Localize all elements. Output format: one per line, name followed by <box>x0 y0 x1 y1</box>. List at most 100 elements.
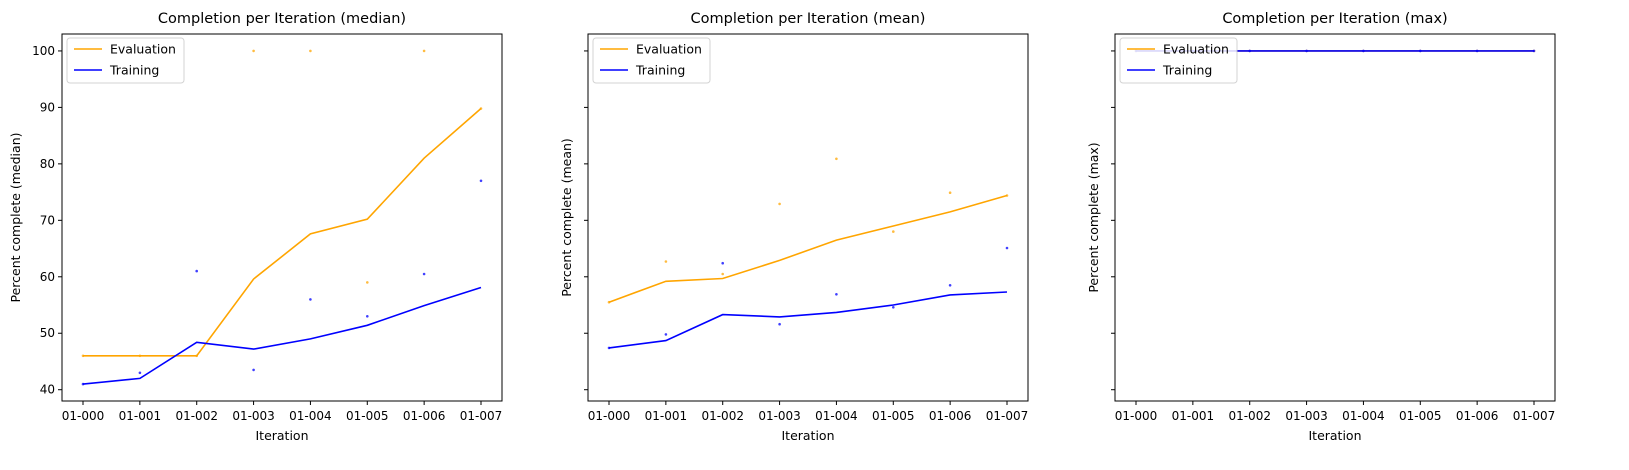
x-tick-label: 01-004 <box>289 409 332 423</box>
series-line <box>608 194 1008 303</box>
x-tick-label: 01-002 <box>701 409 744 423</box>
x-axis-label: Iteration <box>255 428 308 443</box>
x-tick-label: 01-003 <box>758 409 801 423</box>
data-point <box>835 157 838 161</box>
data-point <box>1419 49 1422 53</box>
y-tick-label: 70 <box>40 213 55 227</box>
data-point <box>479 107 483 110</box>
x-axis-label: Iteration <box>781 428 834 443</box>
data-point <box>422 272 426 276</box>
data-point <box>948 284 952 287</box>
series-evaluation <box>81 49 483 358</box>
data-point <box>138 354 142 358</box>
series-line <box>82 286 482 385</box>
chart-title: Completion per Iteration (mean) <box>691 11 926 27</box>
data-point <box>892 230 895 233</box>
y-tick-label: 60 <box>40 270 55 284</box>
y-tick-label: 50 <box>40 326 55 340</box>
data-point <box>81 354 85 358</box>
plot-area <box>1114 33 1556 402</box>
data-point <box>366 281 369 284</box>
x-tick-label: 01-005 <box>872 409 915 423</box>
data-point <box>252 49 255 53</box>
data-point <box>309 298 312 301</box>
legend-label-evaluation: Evaluation <box>1163 42 1229 57</box>
plot-area <box>587 33 1029 402</box>
data-point <box>1005 194 1009 197</box>
x-tick-label: 01-000 <box>588 409 631 423</box>
data-point <box>835 293 838 296</box>
x-tick-label: 01-003 <box>1285 409 1328 423</box>
x-tick-label: 01-000 <box>1115 409 1158 423</box>
y-axis-label: Percent complete (mean) <box>559 138 574 297</box>
x-tick-label: 01-001 <box>119 409 162 423</box>
data-point <box>664 333 668 336</box>
data-point <box>607 300 611 304</box>
legend: Evaluation Training <box>592 37 711 84</box>
data-point <box>195 269 198 273</box>
data-point <box>138 371 142 375</box>
x-axis-label: Iteration <box>1308 428 1361 443</box>
data-point <box>1305 49 1308 53</box>
chart-panel-1: Completion per Iteration (median) 40 50 60 7… <box>8 11 503 443</box>
series-line <box>608 291 1008 349</box>
data-point <box>195 354 198 358</box>
x-tick-label: 01-005 <box>1399 409 1442 423</box>
legend: Evaluation Training <box>66 37 185 84</box>
data-point <box>892 306 895 309</box>
legend-label-training: Training <box>109 63 159 78</box>
series-training <box>81 179 483 386</box>
data-point <box>607 346 611 350</box>
data-point <box>1475 49 1479 53</box>
legend: Evaluation Training <box>1119 37 1238 84</box>
x-tick-label: 01-006 <box>929 409 972 423</box>
data-point <box>422 49 426 53</box>
x-tick-label: 01-002 <box>1228 409 1271 423</box>
x-tick-label: 01-001 <box>645 409 688 423</box>
x-tick-label: 01-007 <box>986 409 1029 423</box>
data-point <box>1362 49 1365 53</box>
data-point <box>778 202 781 206</box>
x-tick-label: 01-006 <box>403 409 446 423</box>
series-training <box>607 246 1009 350</box>
y-axis-label: Percent complete (max) <box>1086 142 1101 292</box>
x-tick-label: 01-002 <box>175 409 218 423</box>
data-point <box>778 322 781 326</box>
data-point <box>948 191 952 194</box>
plot-area <box>61 33 503 402</box>
series-evaluation <box>607 157 1009 304</box>
x-tick-label: 01-005 <box>346 409 389 423</box>
y-axis-label: Percent complete (median) <box>8 133 23 303</box>
data-point <box>479 179 483 183</box>
y-tick-label: 100 <box>32 44 55 58</box>
chart-title: Completion per Iteration (median) <box>158 11 406 27</box>
x-tick-label: 01-007 <box>1513 409 1556 423</box>
series-line <box>83 107 482 357</box>
legend-label-training: Training <box>1162 63 1212 78</box>
data-point <box>721 261 724 265</box>
legend-label-evaluation: Evaluation <box>110 42 176 57</box>
chart-panel-3: Completion per Iteration (max) 01-000 01-0… <box>1086 11 1556 443</box>
data-point <box>252 368 255 372</box>
data-point <box>81 382 85 386</box>
y-tick-label: 80 <box>40 157 55 171</box>
chart-panel-2: Completion per Iteration (mean) 01-000 01-… <box>559 11 1029 443</box>
data-point <box>1005 246 1009 250</box>
data-point <box>309 49 312 53</box>
data-point <box>721 272 724 276</box>
chart-title: Completion per Iteration (max) <box>1222 11 1447 27</box>
legend-label-training: Training <box>635 63 685 78</box>
y-tick-label: 90 <box>40 100 55 114</box>
legend-label-evaluation: Evaluation <box>636 42 702 57</box>
x-tick-label: 01-004 <box>815 409 858 423</box>
x-tick-label: 01-001 <box>1172 409 1215 423</box>
data-point <box>366 315 369 318</box>
x-tick-label: 01-006 <box>1456 409 1499 423</box>
x-tick-label: 01-004 <box>1342 409 1385 423</box>
data-point <box>664 260 668 263</box>
x-tick-label: 01-003 <box>232 409 275 423</box>
data-point <box>1248 49 1251 53</box>
data-point <box>1532 49 1536 53</box>
y-tick-label: 40 <box>40 383 55 397</box>
